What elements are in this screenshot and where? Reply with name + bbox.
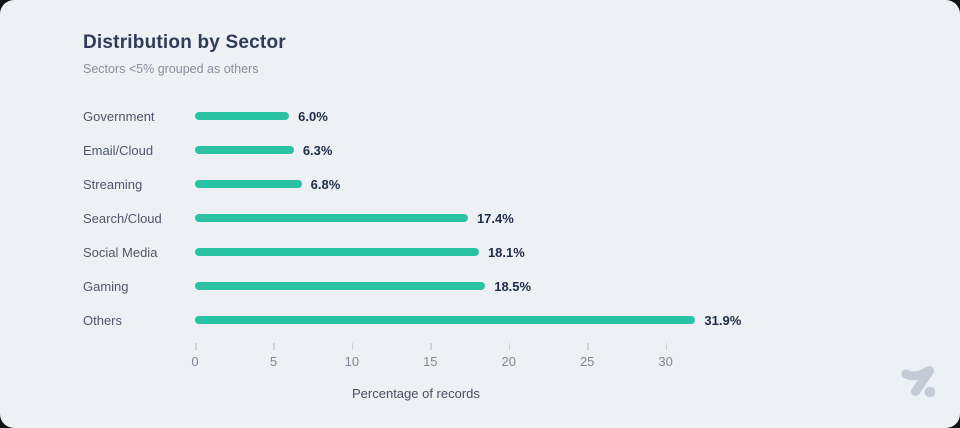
x-axis: 0 5 10 15 20 25 30	[191, 343, 960, 371]
tick-label: 0	[191, 354, 199, 369]
category-label: Others	[83, 312, 123, 328]
tick-mark	[665, 343, 668, 350]
category-label: Social Media	[83, 244, 158, 260]
tick-mark	[351, 343, 354, 350]
bar-row: Gaming 18.5%	[83, 269, 960, 303]
bar	[195, 248, 479, 256]
bar	[195, 180, 302, 188]
bar-row: Email/Cloud 6.3%	[83, 133, 960, 167]
bar	[195, 214, 468, 222]
tick-label: 5	[269, 354, 278, 369]
bar	[195, 112, 290, 120]
bar-row: Government 6.0%	[83, 99, 960, 133]
tick-mark	[508, 343, 511, 350]
bar-row: Others 31.9%	[83, 303, 960, 337]
bar-row: Search/Cloud 17.4%	[83, 201, 960, 235]
horizontal-bar-chart: Government 6.0% Email/Cloud 6.3% Streaming 6.…	[83, 99, 960, 403]
category-label: Government	[83, 108, 155, 124]
page-title: Distribution by Sector	[83, 32, 286, 53]
value-label: 6.0%	[298, 108, 328, 124]
bar	[195, 146, 294, 154]
tick-label: 15	[423, 354, 438, 369]
bar	[195, 316, 696, 324]
category-label: Search/Cloud	[83, 210, 162, 226]
x-axis-label: Percentage of records	[352, 386, 480, 401]
tick-mark	[587, 343, 589, 350]
tick-label: 20	[501, 354, 516, 369]
chart-header: Distribution by Sector Sectors <5% group…	[83, 31, 960, 77]
category-label: Streaming	[83, 176, 143, 192]
bar	[195, 282, 486, 290]
value-label: 6.8%	[310, 176, 341, 192]
tick-mark	[195, 343, 197, 350]
tick-label: 25	[579, 354, 595, 369]
value-label: 17.4%	[476, 210, 514, 226]
tick-label: 10	[344, 354, 360, 369]
chart-subtitle: Sectors <5% grouped as others	[83, 62, 259, 76]
category-label: Gaming	[83, 278, 129, 294]
tick-label: 30	[658, 354, 673, 369]
value-label: 31.9%	[704, 312, 742, 328]
bar-rows: Government 6.0% Email/Cloud 6.3% Streaming 6.…	[83, 99, 960, 337]
tick-mark	[430, 343, 432, 350]
tick-mark	[273, 343, 275, 350]
value-label: 18.1%	[487, 244, 525, 260]
brand-logo-icon	[901, 366, 936, 398]
category-label: Email/Cloud	[83, 142, 154, 158]
bar-row: Streaming 6.8%	[83, 167, 960, 201]
value-label: 6.3%	[302, 142, 333, 158]
x-axis-label-row: Percentage of records	[83, 385, 960, 403]
value-label: 18.5%	[494, 278, 532, 294]
bar-row: Social Media 18.1%	[83, 235, 960, 269]
